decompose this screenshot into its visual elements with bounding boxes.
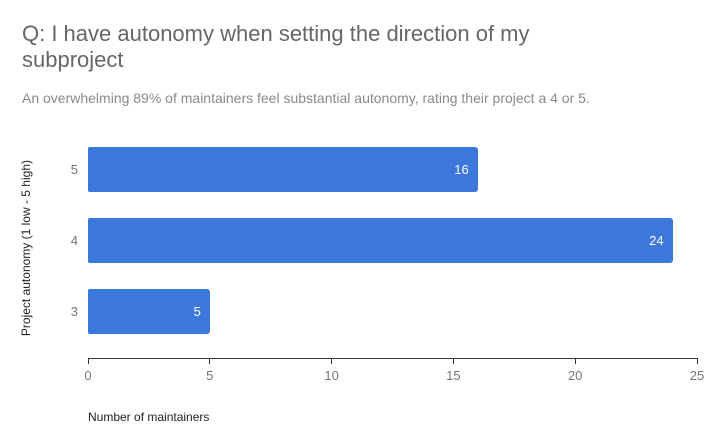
x-tick-label: 15 [446,368,461,383]
bar-row: 5 16 [71,134,697,205]
x-tick-label: 20 [567,368,583,383]
bar-rows: 5 16 4 24 3 5 [71,134,697,347]
x-tick-label: 0 [84,368,92,383]
bar-category-3[interactable]: 5 [88,289,210,334]
bar-category-4[interactable]: 24 [88,218,673,263]
bar-row: 4 24 [71,205,697,276]
x-tick-mark [87,358,89,364]
x-tick-label: 5 [206,368,214,383]
bar-value-label: 16 [454,162,469,177]
x-tick-label: 25 [689,368,705,383]
x-tick-mark [331,358,333,364]
y-tick-label: 3 [70,304,78,319]
bar-value-label: 5 [193,304,201,319]
x-tick-mark [452,358,454,364]
x-tick-label: 10 [324,368,339,383]
x-axis-title: Number of maintainers [88,410,210,424]
bar-value-label: 24 [649,233,664,248]
x-tick-mark [574,358,576,364]
chart-title: Q: I have autonomy when setting the dire… [22,21,530,72]
x-tick-mark [696,358,698,364]
x-axis-ticks: 0 5 10 15 20 25 [84,358,704,388]
y-tick-label: 5 [70,162,78,177]
plot-area: 5 16 4 24 3 5 0 5 10 15 20 25 [71,128,704,383]
y-tick-label: 4 [70,233,78,248]
bar-category-5[interactable]: 16 [88,147,478,192]
chart-subtitle: An overwhelming 89% of maintainers feel … [22,90,590,106]
x-tick-mark [209,358,211,364]
